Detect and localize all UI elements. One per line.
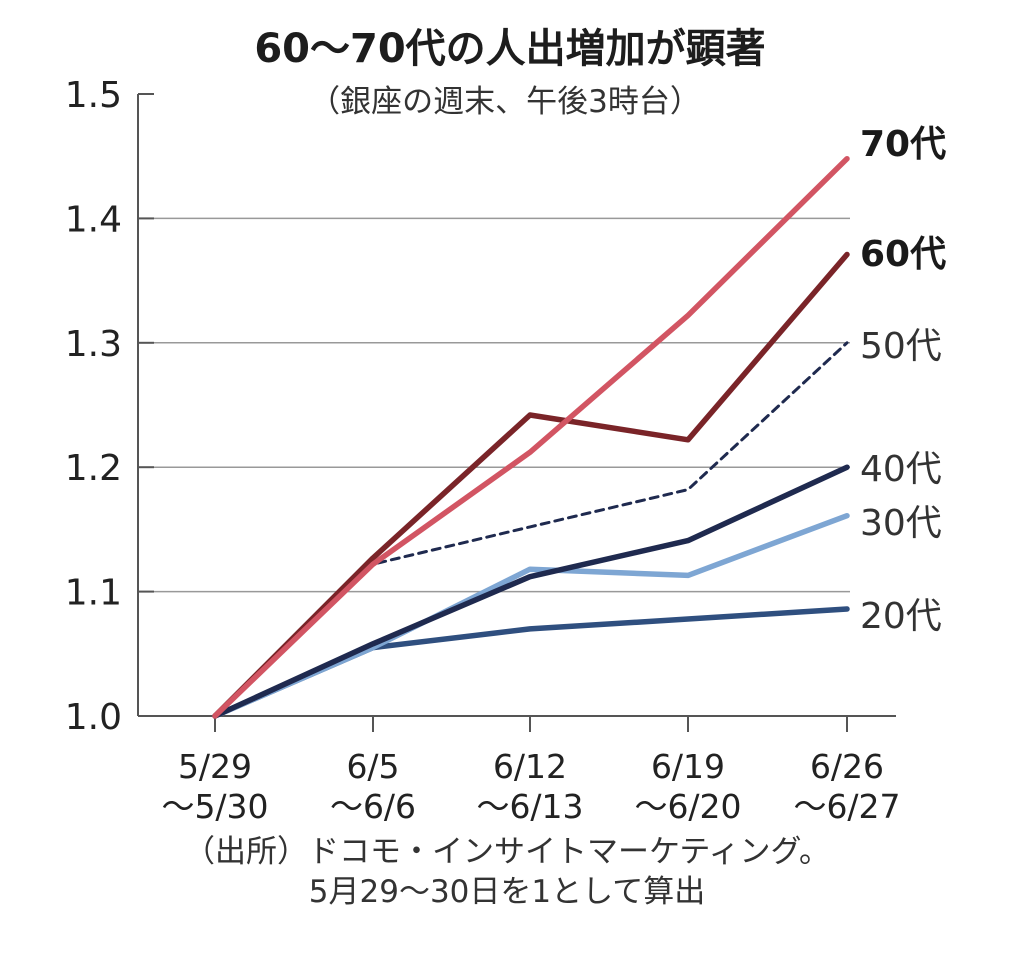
- x-tick-label: ～5/30: [161, 787, 268, 826]
- x-tick-label: 6/19: [651, 747, 725, 786]
- series-line: [213, 341, 849, 718]
- series-labels: 20代 30代 40代 50代 60代 70代: [860, 124, 946, 637]
- y-tick-label: 1.2: [65, 448, 122, 489]
- y-tick-label: 1.1: [65, 573, 122, 614]
- x-tick-label: 6/26: [810, 747, 884, 786]
- x-tick-label: 6/5: [346, 747, 399, 786]
- chart-subtitle: （銀座の週末、午後3時台）: [309, 84, 701, 120]
- x-tick-label: ～6/27: [793, 787, 900, 826]
- y-tick-label: 1.3: [65, 324, 122, 365]
- source-note-line-2: 5月29～30日を1として算出: [309, 874, 705, 910]
- series-line: [212, 464, 850, 719]
- y-tick-label: 1.0: [65, 697, 122, 738]
- series-label: 60代: [860, 234, 946, 275]
- x-tick-label: ～6/13: [476, 787, 583, 826]
- axes: [137, 93, 896, 732]
- series-label: 20代: [860, 596, 942, 637]
- series-lines: [212, 155, 850, 719]
- chart-title: 60～70代の人出増加が顕著: [254, 26, 765, 72]
- series-line: [212, 251, 850, 719]
- y-tick-labels: 1.0 1.1 1.2 1.3 1.4 1.5: [65, 75, 122, 738]
- series-label: 30代: [860, 503, 942, 544]
- series-label: 70代: [860, 124, 946, 165]
- x-tick-label: ～6/20: [634, 787, 741, 826]
- x-tick-label: 5/29: [178, 747, 252, 786]
- y-tick-label: 1.4: [65, 199, 122, 240]
- y-tick-label: 1.5: [65, 75, 122, 116]
- x-tick-labels: 5/29～5/30 6/5～6/6 6/12～6/13 6/19～6/20 6/26～6…: [161, 747, 900, 826]
- series-line: [212, 155, 850, 719]
- source-note-line-1: （出所）ドコモ・インサイトマーケティング。: [184, 834, 830, 870]
- x-tick-label: 6/12: [493, 747, 567, 786]
- series-label: 40代: [860, 449, 942, 490]
- series-label: 50代: [860, 326, 942, 367]
- x-tick-label: ～6/6: [330, 787, 416, 826]
